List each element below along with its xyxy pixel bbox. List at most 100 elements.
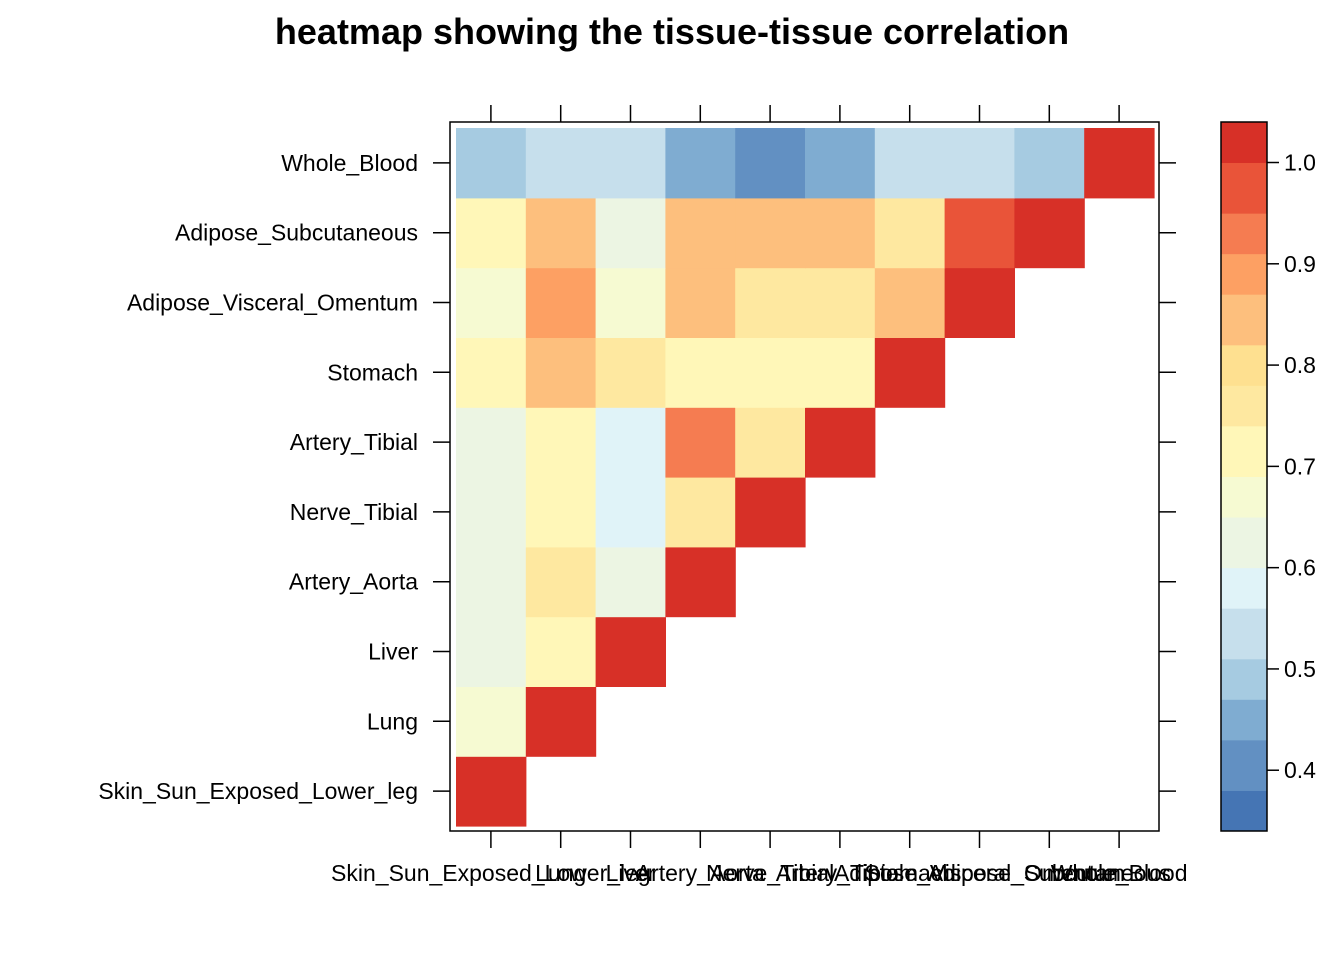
y-tick-label: Whole_Blood: [281, 150, 418, 176]
y-tick-label: Nerve_Tibial: [290, 499, 418, 525]
colorbar-segment: [1221, 790, 1267, 832]
heatmap-cell: [525, 616, 597, 687]
heatmap-cell: [805, 128, 876, 199]
colorbar-segment: [1221, 567, 1267, 609]
heatmap-cells: [456, 128, 1155, 827]
heatmap-cell: [456, 616, 527, 687]
heatmap-cell: [805, 337, 876, 408]
heatmap-cell: [525, 128, 597, 199]
heatmap-cell: [805, 197, 876, 269]
heatmap-cell: [735, 128, 806, 199]
y-tick-label: Liver: [368, 639, 418, 665]
heatmap-cell: [1084, 128, 1155, 199]
colorbar-frame: [1220, 121, 1268, 832]
x-tick-label: Artery_Tibial: [776, 860, 904, 886]
heatmap-cell: [735, 267, 806, 338]
colorbar: 0.4 0.5 0.6 0.7 0.8 0.9 1.0: [1220, 121, 1316, 832]
heatmap-cell: [665, 128, 736, 199]
colorbar-tick-label: 0.4: [1284, 757, 1316, 783]
heatmap-cell: [735, 337, 806, 408]
x-tick-label: Artery_Aorta: [636, 860, 765, 886]
colorbar-tick-label: 0.9: [1284, 251, 1316, 277]
heatmap-cell: [944, 197, 1015, 269]
y-axis-labels: Skin_Sun_Exposed_Lower_leg Lung Liver Arter…: [98, 150, 418, 804]
heatmap-cell: [456, 128, 527, 199]
heatmap-cell: [595, 197, 666, 269]
axis-ticks: [433, 105, 1176, 848]
x-tick-label: Lung: [535, 860, 586, 886]
heatmap-cell: [665, 267, 736, 338]
heatmap-cell: [595, 477, 666, 548]
plot-frame: [449, 121, 1160, 832]
heatmap-cell: [665, 477, 736, 548]
heatmap-cell: [595, 267, 666, 338]
x-tick-label: Adipose_Visceral_Omentum: [834, 860, 1125, 886]
heatmap-cell: [456, 546, 527, 618]
colorbar-segment: [1221, 253, 1267, 295]
heatmap-cell: [525, 337, 597, 408]
heatmap-cell: [525, 407, 597, 478]
colorbar-tick-label: 0.6: [1284, 555, 1316, 581]
heatmap-cell: [665, 546, 736, 618]
colorbar-segment: [1221, 294, 1267, 346]
heatmap-cell: [874, 337, 946, 408]
y-tick-label: Lung: [367, 708, 418, 734]
heatmap-cell: [525, 686, 597, 757]
x-tick-label: Stomach: [864, 860, 955, 886]
colorbar-tick-label: 0.5: [1284, 656, 1316, 682]
colorbar-segment: [1221, 658, 1267, 700]
colorbar-segment: [1221, 608, 1267, 660]
heatmap-cell: [944, 267, 1015, 338]
y-tick-label: Artery_Tibial: [290, 429, 418, 455]
heatmap-cell: [525, 546, 597, 618]
heatmap-cell: [456, 267, 527, 338]
heatmap-cell: [805, 267, 876, 338]
heatmap-cell: [595, 407, 666, 478]
heatmap-cell: [735, 477, 806, 548]
heatmap-cell: [456, 197, 527, 269]
heatmap-cell: [665, 407, 736, 478]
colorbar-segment: [1221, 699, 1267, 741]
x-tick-label: Adipose_Subcutaneous: [928, 860, 1171, 886]
heatmap-cell: [456, 756, 527, 827]
y-tick-label: Adipose_Visceral_Omentum: [127, 290, 418, 316]
colorbar-segment: [1221, 344, 1267, 386]
colorbar-tick-label: 0.7: [1284, 453, 1316, 479]
y-tick-label: Adipose_Subcutaneous: [175, 220, 418, 246]
heatmap-cell: [874, 267, 946, 338]
heatmap-cell: [595, 128, 666, 199]
heatmap-cell: [456, 686, 527, 757]
heatmap-cell: [595, 546, 666, 618]
x-tick-label: Whole_Blood: [1051, 860, 1188, 886]
colorbar-segment: [1221, 122, 1267, 164]
y-tick-label: Stomach: [327, 359, 418, 385]
chart-title: heatmap showing the tissue-tissue correl…: [275, 11, 1069, 52]
heatmap-cell: [525, 197, 597, 269]
y-tick-label: Artery_Aorta: [289, 569, 418, 595]
heatmap-cell: [456, 337, 527, 408]
colorbar-segment: [1221, 476, 1267, 518]
colorbar-segment: [1221, 385, 1267, 427]
heatmap-cell: [735, 197, 806, 269]
colorbar-segment: [1221, 517, 1267, 569]
heatmap-cell: [805, 407, 876, 478]
heatmap-cell: [456, 477, 527, 548]
heatmap-cell: [1014, 128, 1085, 199]
heatmap-cell: [665, 337, 736, 408]
heatmap-cell: [874, 128, 946, 199]
heatmap-cell: [595, 337, 666, 408]
heatmap-cell: [735, 407, 806, 478]
heatmap-cell: [665, 197, 736, 269]
heatmap-cell: [1014, 197, 1085, 269]
heatmap-cell: [595, 616, 666, 687]
colorbar-segment: [1221, 162, 1267, 214]
heatmap-cell: [525, 477, 597, 548]
colorbar-segment: [1221, 213, 1267, 255]
colorbar-segment: [1221, 739, 1267, 791]
heatmap-cell: [456, 407, 527, 478]
y-tick-label: Skin_Sun_Exposed_Lower_leg: [98, 778, 418, 804]
x-tick-label: Skin_Sun_Exposed_Lower_leg: [331, 860, 651, 886]
colorbar-segment: [1221, 425, 1267, 477]
